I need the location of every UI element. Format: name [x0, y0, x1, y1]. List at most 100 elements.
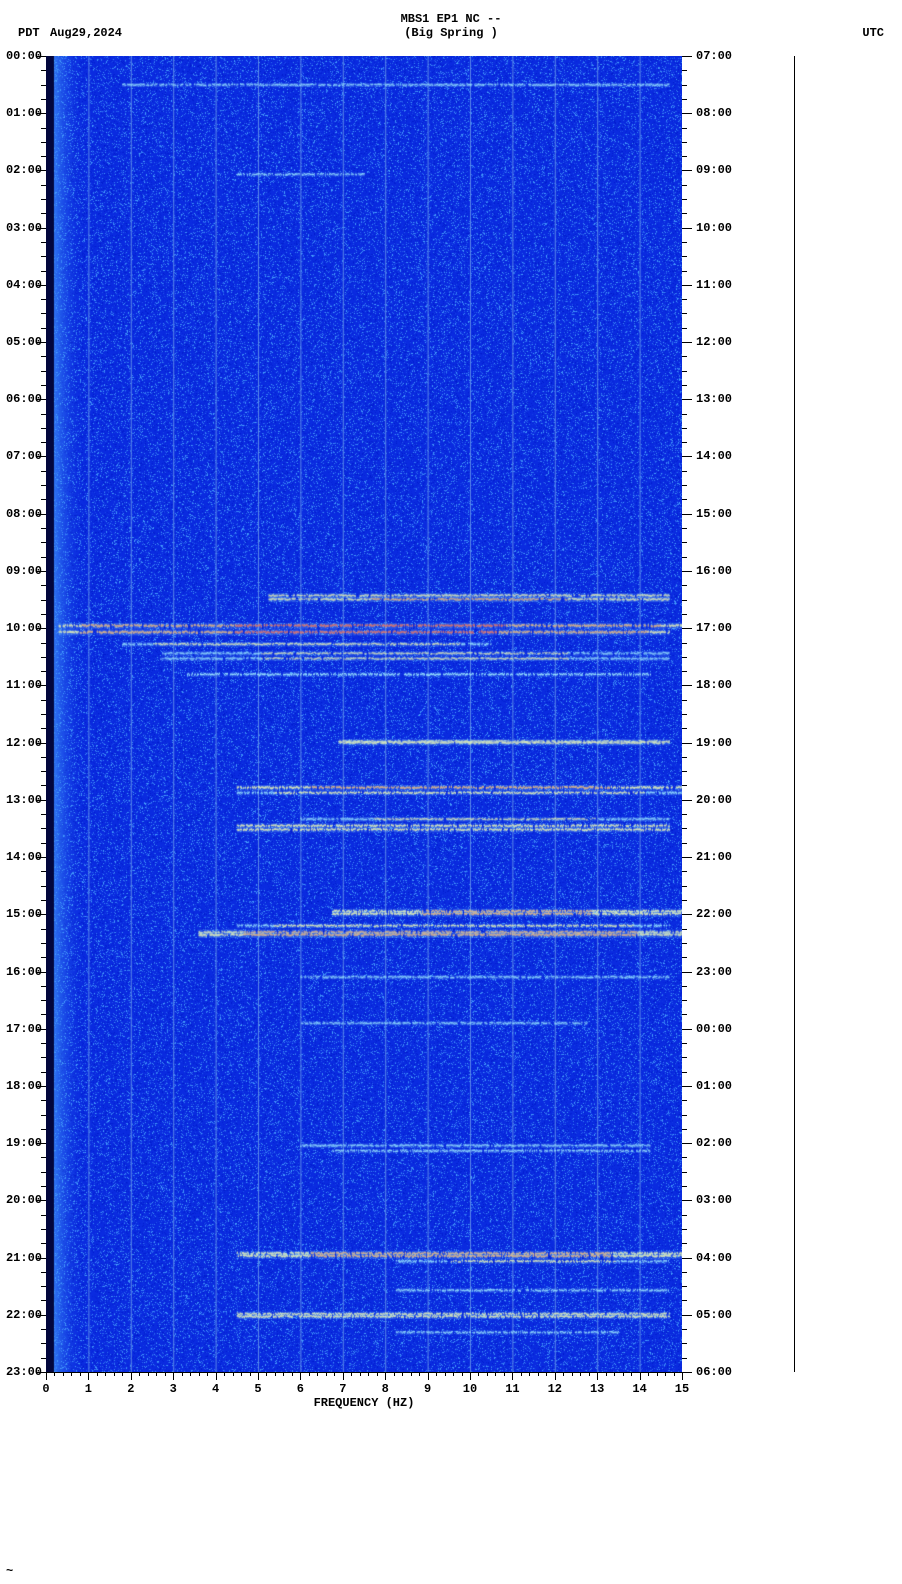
y-right-minor-tick	[682, 485, 687, 486]
y-right-minor-tick	[682, 442, 687, 443]
y-left-major-tick	[36, 800, 46, 801]
y-right-minor-tick	[682, 843, 687, 844]
y-left-minor-tick	[41, 657, 46, 658]
y-left-minor-tick	[41, 213, 46, 214]
y-right-major-tick	[682, 1372, 692, 1373]
x-major-tick	[343, 1372, 344, 1380]
y-right-hour-label: 04:00	[696, 1251, 732, 1265]
spectrogram-plot	[46, 56, 682, 1372]
y-left-major-tick	[36, 1086, 46, 1087]
y-left-minor-tick	[41, 442, 46, 443]
y-left-minor-tick	[41, 328, 46, 329]
y-right-minor-tick	[682, 213, 687, 214]
y-left-major-tick	[36, 56, 46, 57]
y-left-minor-tick	[41, 256, 46, 257]
y-right-major-tick	[682, 914, 692, 915]
y-right-minor-tick	[682, 657, 687, 658]
y-left-minor-tick	[41, 1243, 46, 1244]
y-right-minor-tick	[682, 313, 687, 314]
x-major-tick	[131, 1372, 132, 1380]
y-left-minor-tick	[41, 1215, 46, 1216]
x-major-tick	[88, 1372, 89, 1380]
y-right-major-tick	[682, 456, 692, 457]
y-right-minor-tick	[682, 600, 687, 601]
y-right-minor-tick	[682, 414, 687, 415]
y-right-major-tick	[682, 285, 692, 286]
x-major-tick	[46, 1372, 47, 1380]
y-left-minor-tick	[41, 1129, 46, 1130]
y-left-minor-tick	[41, 886, 46, 887]
y-right-minor-tick	[682, 1072, 687, 1073]
y-right-minor-tick	[682, 1000, 687, 1001]
y-right-minor-tick	[682, 1343, 687, 1344]
y-right-hour-label: 22:00	[696, 907, 732, 921]
y-left-minor-tick	[41, 471, 46, 472]
y-right-minor-tick	[682, 886, 687, 887]
y-right-minor-tick	[682, 1300, 687, 1301]
y-right-minor-tick	[682, 1358, 687, 1359]
y-right-hour-label: 08:00	[696, 106, 732, 120]
y-right-hour-label: 13:00	[696, 392, 732, 406]
y-right-major-tick	[682, 228, 692, 229]
y-left-major-tick	[36, 743, 46, 744]
y-right-minor-tick	[682, 1157, 687, 1158]
x-tick-label: 3	[170, 1382, 177, 1396]
y-left-minor-tick	[41, 1229, 46, 1230]
y-right-minor-tick	[682, 986, 687, 987]
y-right-hour-label: 20:00	[696, 793, 732, 807]
y-left-minor-tick	[41, 199, 46, 200]
y-right-minor-tick	[682, 700, 687, 701]
y-right-minor-tick	[682, 643, 687, 644]
y-right-minor-tick	[682, 671, 687, 672]
y-right-major-tick	[682, 342, 692, 343]
y-right-minor-tick	[682, 128, 687, 129]
y-right-minor-tick	[682, 156, 687, 157]
y-left-minor-tick	[41, 714, 46, 715]
y-right-minor-tick	[682, 1215, 687, 1216]
y-right-major-tick	[682, 1315, 692, 1316]
y-axis-left-labels: 00:0001:0002:0003:0004:0005:0006:0007:00…	[0, 56, 46, 1372]
y-right-minor-tick	[682, 242, 687, 243]
y-right-minor-tick	[682, 900, 687, 901]
y-right-minor-tick	[682, 85, 687, 86]
y-right-minor-tick	[682, 785, 687, 786]
y-left-minor-tick	[41, 313, 46, 314]
y-right-minor-tick	[682, 371, 687, 372]
x-major-tick	[597, 1372, 598, 1380]
y-right-minor-tick	[682, 814, 687, 815]
y-axis-right-labels: 07:0008:0009:0010:0011:0012:0013:0014:00…	[682, 56, 742, 1372]
y-right-minor-tick	[682, 542, 687, 543]
y-left-minor-tick	[41, 643, 46, 644]
y-right-minor-tick	[682, 771, 687, 772]
y-left-minor-tick	[41, 142, 46, 143]
x-tick-label: 11	[505, 1382, 519, 1396]
y-left-minor-tick	[41, 1057, 46, 1058]
y-right-minor-tick	[682, 199, 687, 200]
x-major-tick	[512, 1372, 513, 1380]
y-right-hour-label: 18:00	[696, 678, 732, 692]
x-major-tick	[682, 1372, 683, 1380]
x-axis-labels: FREQUENCY (HZ) 0123456789101112131415	[46, 1380, 682, 1420]
header: PDT Aug29,2024 MBS1 EP1 NC -- (Big Sprin…	[0, 6, 902, 46]
y-left-minor-tick	[41, 728, 46, 729]
y-left-minor-tick	[41, 385, 46, 386]
x-major-tick	[216, 1372, 217, 1380]
y-left-minor-tick	[41, 1072, 46, 1073]
y-right-major-tick	[682, 1258, 692, 1259]
y-left-minor-tick	[41, 1000, 46, 1001]
y-right-hour-label: 09:00	[696, 163, 732, 177]
y-left-minor-tick	[41, 271, 46, 272]
y-left-minor-tick	[41, 814, 46, 815]
y-left-minor-tick	[41, 85, 46, 86]
x-major-tick	[300, 1372, 301, 1380]
y-left-minor-tick	[41, 356, 46, 357]
y-right-minor-tick	[682, 99, 687, 100]
y-right-hour-label: 01:00	[696, 1079, 732, 1093]
y-right-minor-tick	[682, 528, 687, 529]
y-left-minor-tick	[41, 156, 46, 157]
y-right-minor-tick	[682, 929, 687, 930]
y-left-major-tick	[36, 972, 46, 973]
y-right-minor-tick	[682, 471, 687, 472]
y-right-major-tick	[682, 1086, 692, 1087]
y-left-minor-tick	[41, 1272, 46, 1273]
